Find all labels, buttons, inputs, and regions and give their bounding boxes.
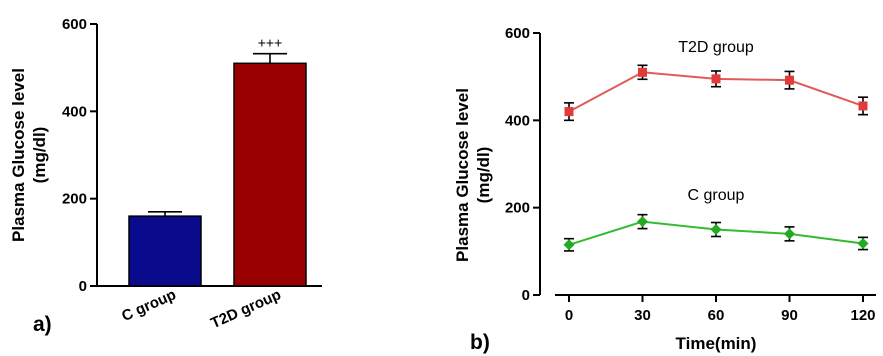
data-point: [858, 101, 868, 111]
line-x-tick-label: 120: [850, 307, 875, 324]
bar-y-tick-label: 400: [62, 103, 87, 120]
data-point: [857, 237, 869, 249]
bar: [128, 215, 202, 287]
series-label: C group: [688, 187, 745, 204]
line-x-axis-title: Time(min): [676, 334, 757, 353]
bar-y-tick-label: 0: [79, 278, 87, 295]
line-x-tick-label: 60: [708, 307, 725, 324]
bar-y-axis-title-line2: (mg/dl): [30, 127, 49, 184]
panel-label-b: b): [470, 331, 490, 354]
significance-annotation: +++: [258, 35, 283, 51]
data-point: [637, 216, 648, 228]
bar-category-label: C group: [119, 286, 178, 325]
bar-y-tick-label: 200: [62, 191, 87, 208]
line-x-tick-label: 0: [565, 307, 573, 324]
data-point: [563, 239, 575, 251]
line-y-tick-label: 200: [505, 200, 530, 217]
data-point: [785, 75, 794, 85]
line-x-tick-label: 90: [781, 307, 798, 324]
bar: [233, 62, 307, 287]
panel-label-a: a): [33, 313, 52, 336]
line-y-tick-label: 400: [505, 112, 530, 129]
bar-y-tick-label: 600: [62, 16, 87, 33]
line-x-tick-label: 30: [634, 307, 651, 324]
line-y-axis-title-line2: (mg/dl): [474, 147, 493, 204]
line-y-axis-title-line1: Plasma Glucose level: [453, 88, 472, 262]
data-point: [564, 107, 574, 117]
data-point: [710, 224, 722, 235]
series-label: T2D group: [678, 39, 754, 56]
data-point: [638, 67, 647, 77]
bar-category-label: T2D group: [208, 286, 283, 332]
line-y-tick-label: 600: [505, 25, 530, 42]
data-point: [784, 228, 795, 240]
bar-y-axis-title-line1: Plasma Glucose level: [9, 68, 28, 242]
data-point: [711, 74, 721, 84]
line-y-tick-label: 0: [522, 287, 530, 304]
